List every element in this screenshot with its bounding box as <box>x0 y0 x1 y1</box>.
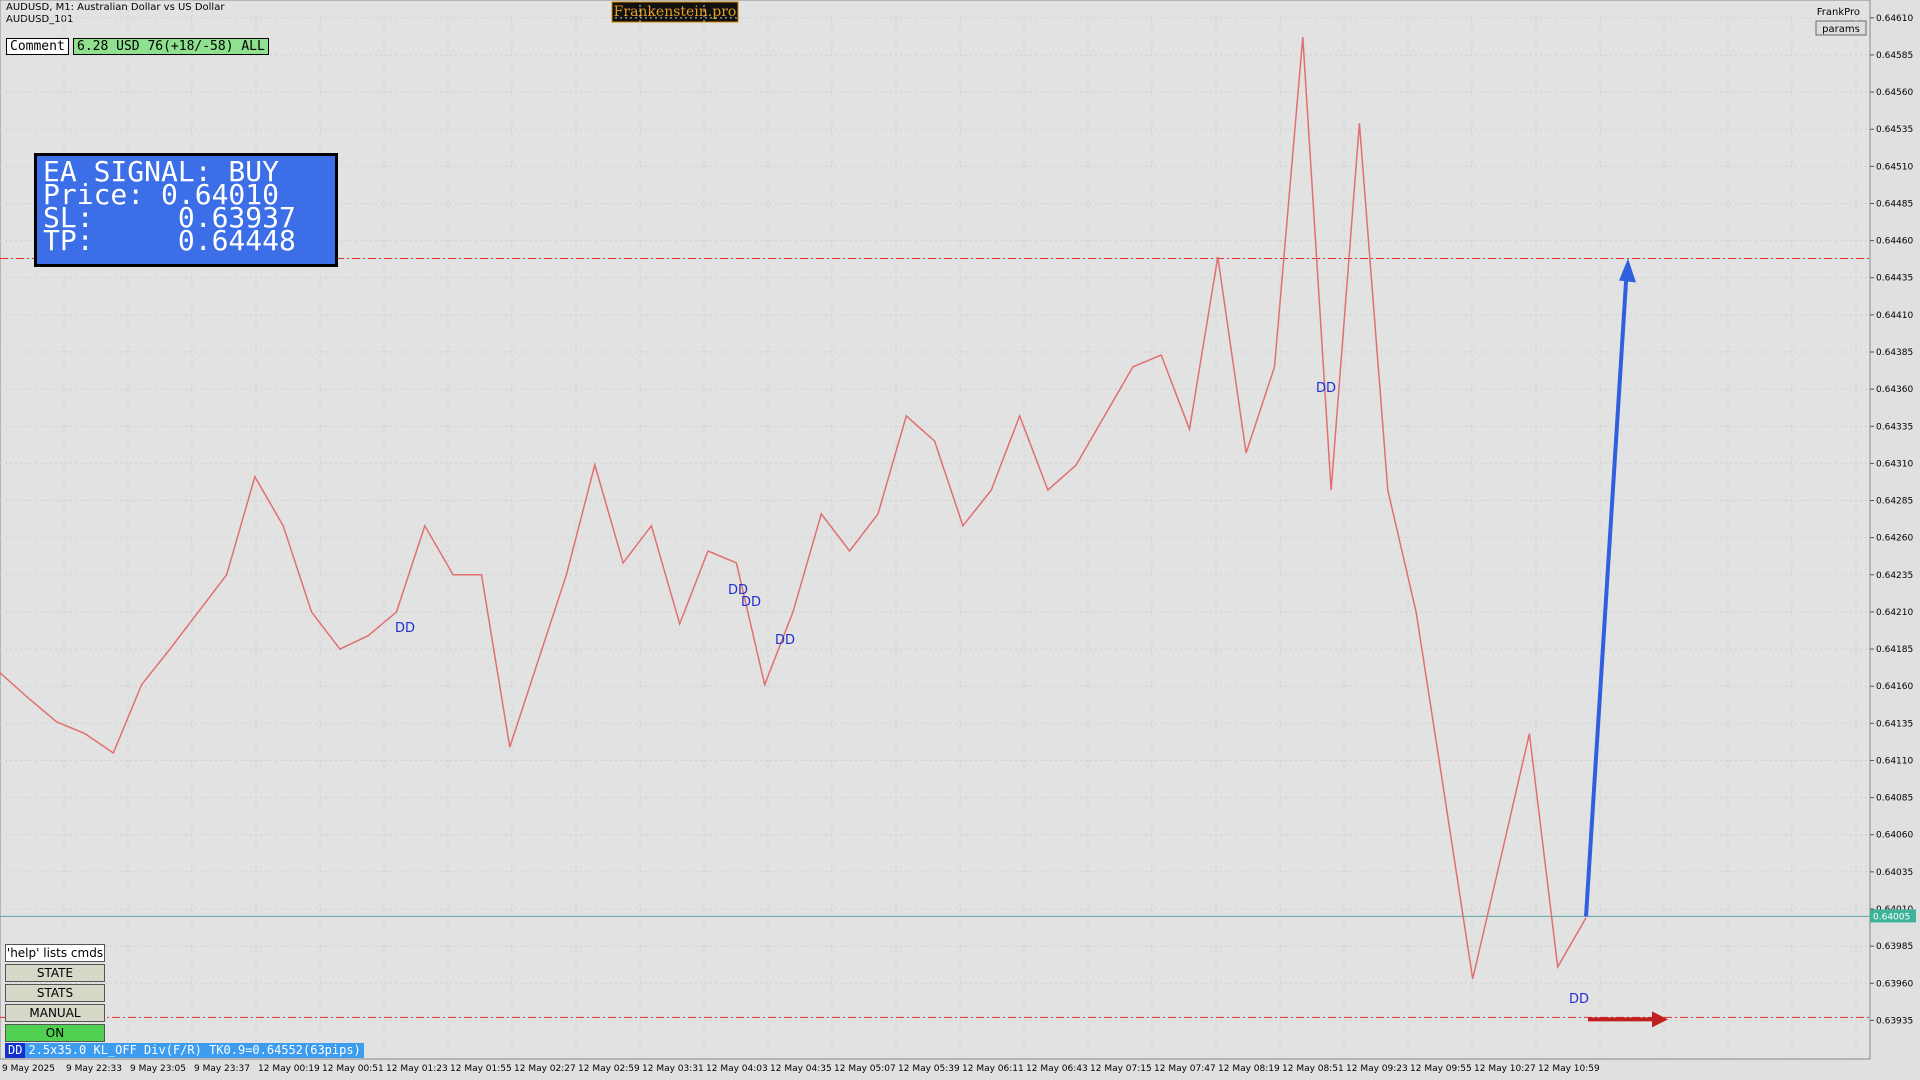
y-tick-label: 0.64310 <box>1876 459 1913 469</box>
y-tick-label: 0.64360 <box>1876 385 1913 395</box>
y-tick-label: 0.64235 <box>1876 571 1913 581</box>
sl-arrow-head <box>1652 1011 1668 1028</box>
status-text: 2.5x35.0 KL_OFF Div(F/R) TK0.9=0.64552(6… <box>25 1043 364 1058</box>
signal-line: EA SIGNAL: BUY <box>43 155 280 188</box>
x-tick-label: 12 May 08:51 <box>1282 1064 1344 1074</box>
y-tick-label: 0.64110 <box>1876 756 1913 766</box>
x-tick-label: 12 May 04:03 <box>706 1064 768 1074</box>
y-tick-label: 0.64060 <box>1876 831 1913 841</box>
x-tick-label: 12 May 06:43 <box>1026 1064 1088 1074</box>
account: AUDUSD_101 <box>6 14 73 25</box>
x-tick-label: 9 May 22:33 <box>66 1064 122 1074</box>
x-tick-label: 12 May 09:55 <box>1410 1064 1472 1074</box>
dd-marker: DD <box>728 583 748 598</box>
y-tick-label: 0.64610 <box>1876 14 1913 24</box>
button[interactable]: ON <box>5 1024 105 1042</box>
y-tick-label: 0.64585 <box>1876 51 1913 61</box>
x-tick-label: 12 May 06:11 <box>962 1064 1024 1074</box>
x-tick-label: 12 May 07:15 <box>1090 1064 1152 1074</box>
y-tick-label: 0.64085 <box>1876 794 1913 804</box>
y-tick-label: 0.64560 <box>1876 88 1913 98</box>
comment-label: Comment <box>6 38 69 55</box>
button[interactable]: 'help' lists cmds <box>5 944 105 962</box>
y-tick-label: 0.64160 <box>1876 682 1913 692</box>
button[interactable]: STATE <box>5 964 105 982</box>
dd-marker: DD <box>775 633 795 648</box>
y-tick-label: 0.63985 <box>1876 942 1913 952</box>
params-box[interactable] <box>1815 20 1867 36</box>
x-tick-label: 12 May 04:35 <box>770 1064 832 1074</box>
tp-arrow <box>1584 266 1629 917</box>
y-tick-label: 0.64435 <box>1876 274 1913 284</box>
status-tag: DD <box>5 1043 26 1058</box>
dd-marker: DD <box>1569 992 1589 1007</box>
button[interactable]: MANUAL <box>5 1004 105 1022</box>
x-tick-label: 12 May 09:23 <box>1346 1064 1408 1074</box>
y-tick-label: 0.64135 <box>1876 719 1913 729</box>
dd-marker: DD <box>1316 381 1336 396</box>
x-tick-label: 12 May 01:55 <box>450 1064 512 1074</box>
x-tick-label: 9 May 2025 <box>2 1064 55 1074</box>
x-tick-label: 9 May 23:37 <box>194 1064 250 1074</box>
y-tick-label: 0.63960 <box>1876 979 1913 989</box>
x-tick-label: 12 May 02:27 <box>514 1064 576 1074</box>
x-tick-label: 9 May 23:05 <box>130 1064 186 1074</box>
x-tick-label: 12 May 10:59 <box>1538 1064 1600 1074</box>
button[interactable]: STATS <box>5 984 105 1002</box>
x-tick-label: 12 May 02:59 <box>578 1064 640 1074</box>
brand: Frankenstein.pro <box>614 4 737 20</box>
y-tick-label: 0.64285 <box>1876 497 1913 507</box>
y-tick-label: 0.64510 <box>1876 162 1913 172</box>
x-tick-label: 12 May 05:07 <box>834 1064 896 1074</box>
user: FrankPro <box>1817 7 1860 18</box>
y-tick-label: 0.64035 <box>1876 868 1913 878</box>
current-price-label: 0.64005 <box>1873 912 1910 922</box>
x-tick-label: 12 May 08:19 <box>1218 1064 1280 1074</box>
y-tick-label: 0.63935 <box>1876 1016 1913 1026</box>
x-tick-label: 12 May 05:39 <box>898 1064 960 1074</box>
y-tick-label: 0.64535 <box>1876 125 1913 135</box>
y-tick-label: 0.64460 <box>1876 237 1913 247</box>
params[interactable]: params <box>1822 24 1860 35</box>
x-tick-label: 12 May 10:27 <box>1474 1064 1536 1074</box>
comment-text: 6.28 USD 76(+18/-58) ALL <box>73 38 269 55</box>
signal-line: Price: 0.64010 <box>43 178 280 211</box>
y-tick-label: 0.64210 <box>1876 608 1913 618</box>
y-tick-label: 0.64385 <box>1876 348 1913 358</box>
signal-box: EA SIGNAL: BUY Price: 0.64010 SL: 0.63937 T… <box>34 153 338 267</box>
current-price-box <box>1870 909 1916 923</box>
y-tick-label: 0.64335 <box>1876 422 1913 432</box>
y-tick-label: 0.64260 <box>1876 534 1913 544</box>
status-bar: DD 2.5x35.0 KL_OFF Div(F/R) TK0.9=0.6455… <box>5 1043 364 1058</box>
x-tick-label: 12 May 00:51 <box>322 1064 384 1074</box>
brand-box <box>611 1 739 23</box>
signal-line: TP: 0.64448 <box>43 224 296 257</box>
tp-arrow-head <box>1619 258 1636 283</box>
x-tick-label: 12 May 01:23 <box>386 1064 448 1074</box>
x-tick-label: 12 May 07:47 <box>1154 1064 1216 1074</box>
dd-marker: DD <box>395 621 415 636</box>
y-tick-label: 0.64185 <box>1876 645 1913 655</box>
price-line <box>0 37 1587 979</box>
symbol: AUDUSD, M1: Australian Dollar vs US Doll… <box>6 2 225 13</box>
x-tick-label: 12 May 03:31 <box>642 1064 704 1074</box>
y-tick-label: 0.64410 <box>1876 311 1913 321</box>
dd-marker: DD <box>741 595 761 610</box>
y-tick-label: 0.64485 <box>1876 199 1913 209</box>
signal-line: SL: 0.63937 <box>43 201 296 234</box>
x-tick-label: 12 May 00:19 <box>258 1064 320 1074</box>
